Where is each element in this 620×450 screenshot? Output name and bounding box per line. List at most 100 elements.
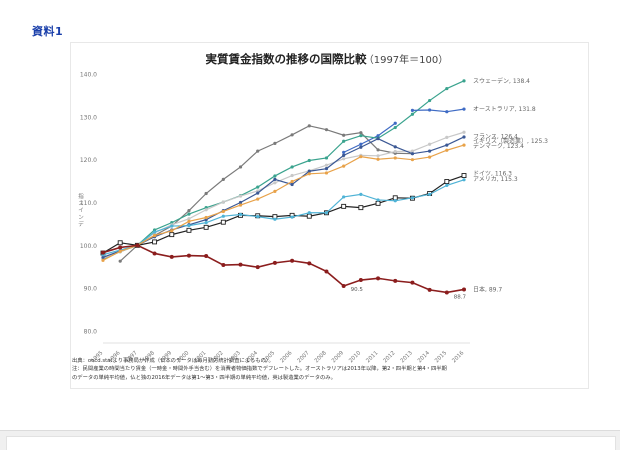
data-point bbox=[410, 152, 415, 156]
data-point bbox=[307, 124, 311, 128]
data-point bbox=[220, 219, 226, 225]
data-point bbox=[324, 128, 329, 132]
data-point bbox=[342, 153, 346, 157]
data-point bbox=[359, 142, 363, 146]
data-point bbox=[273, 181, 277, 185]
data-point bbox=[428, 142, 432, 146]
data-point bbox=[204, 254, 209, 259]
series-line bbox=[343, 122, 396, 153]
data-point bbox=[376, 148, 380, 152]
data-point bbox=[462, 135, 466, 139]
data-point bbox=[307, 261, 312, 266]
series-line bbox=[102, 244, 465, 294]
data-point bbox=[290, 173, 294, 178]
data-point bbox=[445, 183, 449, 187]
series-スウェーデン bbox=[101, 79, 466, 261]
data-point bbox=[462, 107, 466, 111]
data-point bbox=[393, 145, 397, 149]
data-point bbox=[101, 250, 105, 255]
y-axis-label: デ bbox=[78, 220, 84, 228]
data-point bbox=[410, 108, 415, 113]
data-point bbox=[358, 205, 364, 211]
data-point bbox=[342, 157, 346, 161]
series-line bbox=[102, 136, 465, 258]
data-point bbox=[118, 245, 123, 250]
chart-title: 実質賃金指数の推移の国際比較 bbox=[206, 52, 367, 66]
data-point bbox=[445, 148, 449, 152]
data-point bbox=[462, 79, 466, 83]
data-point bbox=[221, 209, 225, 214]
data-point bbox=[376, 134, 380, 138]
data-point bbox=[238, 194, 243, 198]
data-point bbox=[462, 178, 466, 182]
y-tick-label: 80.0 bbox=[84, 329, 98, 336]
chart-subtitle: （1997年＝100） bbox=[364, 53, 449, 66]
data-point bbox=[428, 98, 432, 103]
end-label: オーストラリア, 131.8 bbox=[473, 106, 536, 113]
data-point bbox=[307, 172, 311, 176]
data-point bbox=[342, 164, 346, 168]
data-point bbox=[117, 240, 123, 246]
y-tick-label: 120.0 bbox=[80, 157, 97, 164]
data-point bbox=[187, 219, 191, 223]
data-point bbox=[187, 212, 191, 216]
data-point bbox=[204, 191, 208, 196]
data-point bbox=[272, 260, 277, 265]
data-point bbox=[341, 284, 346, 289]
data-point bbox=[324, 167, 329, 171]
data-point bbox=[152, 233, 157, 238]
data-point bbox=[118, 259, 122, 263]
data-point bbox=[221, 263, 226, 268]
data-point bbox=[444, 290, 449, 295]
chart-panel: 実質賃金指数の推移の国際比較 （1997年＝100） 80.0 90.0 100.0… bbox=[70, 42, 589, 389]
end-label: フランス, 126.4 bbox=[473, 133, 518, 140]
data-point bbox=[307, 158, 311, 163]
data-point bbox=[221, 214, 225, 218]
data-point bbox=[445, 143, 449, 147]
data-point bbox=[342, 195, 346, 199]
data-point bbox=[359, 155, 363, 159]
data-point bbox=[428, 149, 432, 153]
y-axis-label: ス bbox=[78, 200, 84, 207]
data-point bbox=[256, 215, 260, 219]
data-point bbox=[393, 149, 397, 154]
data-point bbox=[256, 185, 260, 189]
data-point bbox=[462, 287, 466, 292]
note-2: のデータの単純平均値，仏と独の2016年データは第1～第3・四半期の単純平均値，… bbox=[72, 374, 336, 381]
data-point bbox=[376, 198, 380, 202]
data-point bbox=[238, 200, 243, 205]
data-point bbox=[376, 157, 380, 161]
data-point bbox=[152, 230, 157, 234]
data-point bbox=[324, 211, 329, 215]
data-point bbox=[359, 192, 363, 196]
data-point bbox=[410, 149, 415, 153]
data-point bbox=[324, 171, 329, 175]
line-chart: 実質賃金指数の推移の国際比較 （1997年＝100） 80.0 90.0 100.0… bbox=[78, 52, 549, 364]
data-point bbox=[238, 203, 243, 207]
data-point bbox=[445, 110, 449, 114]
data-point bbox=[273, 141, 277, 145]
y-tick-label: 140.0 bbox=[80, 72, 97, 79]
data-point bbox=[238, 165, 243, 169]
data-point bbox=[428, 108, 432, 112]
y-tick-label: 130.0 bbox=[80, 114, 97, 121]
data-point bbox=[306, 213, 312, 219]
data-point bbox=[152, 239, 158, 245]
data-point bbox=[221, 177, 225, 181]
series-line bbox=[102, 144, 465, 261]
data-point bbox=[187, 209, 191, 213]
data-point bbox=[170, 224, 174, 228]
data-point bbox=[359, 134, 363, 138]
data-point bbox=[290, 258, 295, 263]
series-line bbox=[102, 174, 465, 254]
chart-end-labels: スウェーデン, 138.4 オーストラリア, 131.8 フランス, 126.4イギ… bbox=[351, 77, 549, 301]
series-line bbox=[102, 179, 465, 256]
end-label: イギリス（製造業）, 125.3 bbox=[473, 137, 548, 145]
data-point bbox=[203, 224, 209, 230]
end-label: スウェーデン, 138.4 bbox=[473, 77, 530, 85]
data-point bbox=[238, 212, 243, 217]
data-point bbox=[358, 278, 363, 283]
data-point bbox=[204, 215, 208, 220]
data-point bbox=[290, 215, 294, 219]
data-point bbox=[359, 145, 363, 149]
